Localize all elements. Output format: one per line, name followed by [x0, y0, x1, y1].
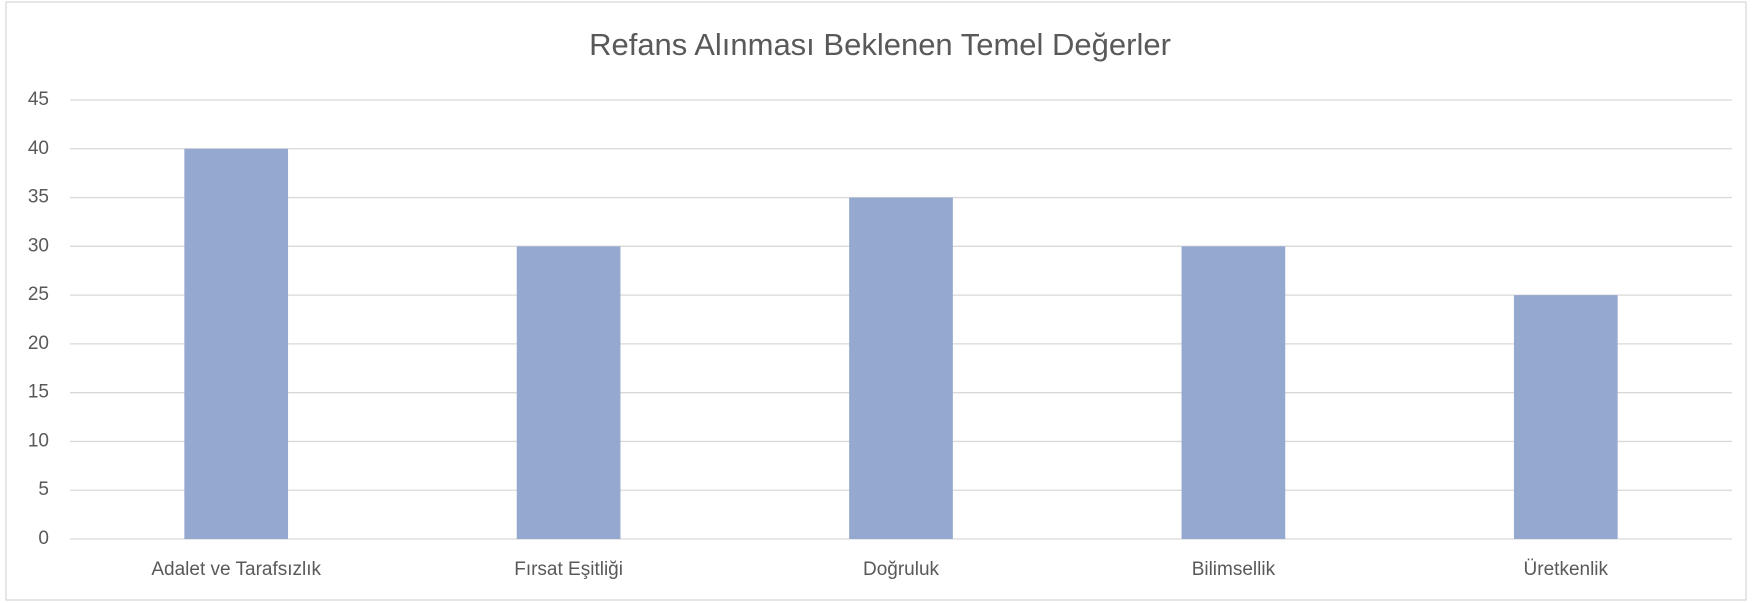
- y-tick-label: 10: [28, 430, 49, 451]
- y-tick-label: 40: [28, 138, 49, 159]
- y-tick-label: 20: [28, 333, 49, 354]
- y-tick-label: 15: [28, 382, 49, 403]
- y-tick-label: 5: [38, 479, 49, 500]
- y-tick-label: 25: [28, 284, 49, 305]
- y-tick-label: 35: [28, 187, 49, 208]
- chart-title: Refans Alınması Beklenen Temel Değerler: [589, 27, 1171, 62]
- bar: [184, 148, 289, 539]
- y-tick-label: 30: [28, 235, 49, 256]
- bar: [1181, 246, 1286, 540]
- y-tick-label: 0: [38, 528, 49, 549]
- x-tick-label: Adalet ve Tarafsızlık: [151, 559, 321, 580]
- x-tick-label: Üretkenlik: [1524, 559, 1609, 580]
- y-tick-label: 45: [28, 89, 49, 110]
- x-tick-label: Doğruluk: [863, 559, 940, 580]
- bar: [516, 246, 621, 540]
- bar: [849, 197, 953, 540]
- x-tick-label: Fırsat Eşitliği: [514, 559, 623, 580]
- bar: [1513, 295, 1618, 539]
- x-tick-label: Bilimsellik: [1192, 559, 1276, 580]
